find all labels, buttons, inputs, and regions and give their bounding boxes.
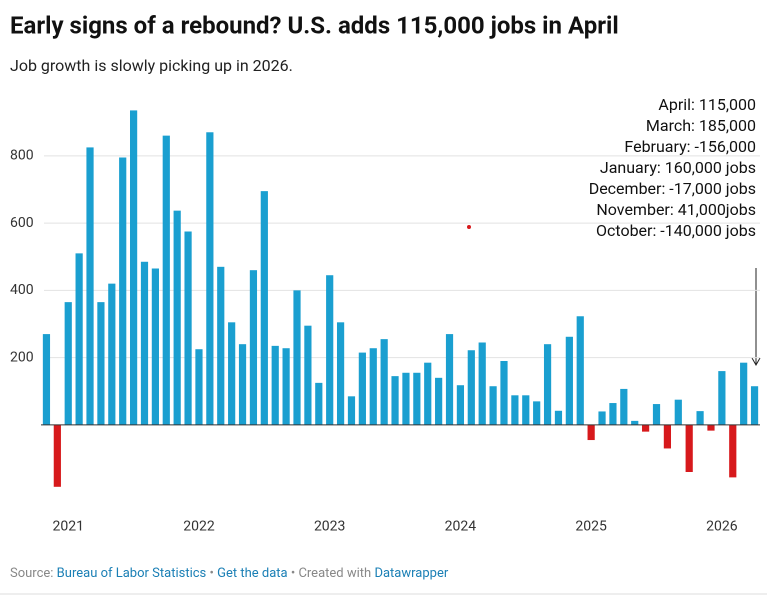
bar <box>75 253 83 425</box>
bar <box>631 420 639 425</box>
bar <box>140 261 149 425</box>
bar <box>282 348 290 425</box>
bar <box>685 424 693 472</box>
bar <box>478 342 486 425</box>
bar <box>750 386 759 425</box>
y-tick-label: 600 <box>10 215 34 231</box>
bar <box>576 316 584 425</box>
bar <box>674 399 682 425</box>
source-link[interactable]: Bureau of Labor Statistics <box>57 566 207 581</box>
data-link[interactable]: Get the data <box>217 566 287 581</box>
bar <box>304 325 312 425</box>
footer-sep: • <box>209 566 213 581</box>
bar <box>663 424 672 449</box>
bar <box>696 411 704 425</box>
bar <box>206 132 214 425</box>
bar <box>195 349 203 425</box>
bar <box>173 210 181 425</box>
bar <box>108 283 116 425</box>
annotation: October: -140,000 jobs <box>596 221 756 240</box>
annotation: April: 115,000 <box>658 95 756 114</box>
bar <box>435 377 443 425</box>
bar <box>729 424 737 478</box>
tool-link[interactable]: Datawrapper <box>374 566 448 581</box>
bar <box>565 336 573 425</box>
bar <box>718 371 726 425</box>
bar <box>522 395 530 425</box>
bar <box>315 382 323 425</box>
bar <box>162 135 170 425</box>
bar <box>511 395 519 425</box>
x-tick-label: 2021 <box>52 519 83 535</box>
bar <box>184 231 192 425</box>
bar <box>402 372 410 425</box>
x-tick-label: 2026 <box>706 519 738 535</box>
bar <box>456 385 465 425</box>
y-tick-label: 200 <box>10 349 34 365</box>
annotation: January: 160,000 jobs <box>600 158 756 177</box>
footer: Source: Bureau of Labor Statistics • Get… <box>10 566 449 581</box>
bar <box>587 424 595 441</box>
bar <box>652 404 661 425</box>
annotation: February: -156,000 <box>624 137 756 156</box>
bar <box>554 410 563 425</box>
bar <box>97 302 105 425</box>
bar <box>271 345 279 425</box>
bar <box>489 386 497 425</box>
bar <box>598 411 606 425</box>
x-tick-label: 2025 <box>575 519 607 535</box>
bar <box>609 403 617 425</box>
bar <box>391 376 399 425</box>
bar <box>380 339 388 425</box>
arrow-head <box>751 357 761 367</box>
bar <box>413 372 421 425</box>
bar <box>249 270 258 425</box>
bar <box>424 362 432 425</box>
chart-title: Early signs of a rebound? U.S. adds 115,… <box>10 11 619 39</box>
bar <box>707 424 715 431</box>
chart-subtitle: Job growth is slowly picking up in 2026. <box>10 56 293 75</box>
bar <box>86 147 94 425</box>
dot <box>467 225 471 229</box>
bar <box>620 388 628 425</box>
bar <box>642 424 650 432</box>
y-tick-label: 800 <box>10 148 34 164</box>
bar <box>467 350 475 425</box>
bar <box>358 352 366 425</box>
bar <box>228 322 236 425</box>
bar <box>129 110 138 425</box>
bar <box>217 266 225 425</box>
bar <box>336 322 345 425</box>
bar <box>369 348 377 425</box>
bar <box>326 275 334 425</box>
y-tick-label: 400 <box>10 282 34 298</box>
x-tick-label: 2024 <box>445 519 477 535</box>
bar <box>293 290 301 425</box>
bar <box>238 344 247 425</box>
annotation: November: 41,000jobs <box>596 200 756 219</box>
x-tick-label: 2022 <box>183 519 215 535</box>
bar <box>543 344 552 425</box>
footer-prefix: Source: <box>10 566 53 581</box>
bar <box>260 191 268 425</box>
bar <box>533 401 541 425</box>
footer-created: • Created with <box>291 566 371 581</box>
bar <box>347 396 356 425</box>
bar <box>119 157 127 425</box>
bar <box>42 334 51 425</box>
bar <box>53 424 61 487</box>
x-tick-label: 2023 <box>314 519 345 535</box>
annotation: December: -17,000 jobs <box>589 179 756 198</box>
bar <box>740 362 748 425</box>
bar <box>64 302 72 425</box>
bar <box>151 268 159 425</box>
bar <box>445 334 454 425</box>
bar <box>500 361 508 425</box>
annotation: March: 185,000 <box>646 116 756 135</box>
